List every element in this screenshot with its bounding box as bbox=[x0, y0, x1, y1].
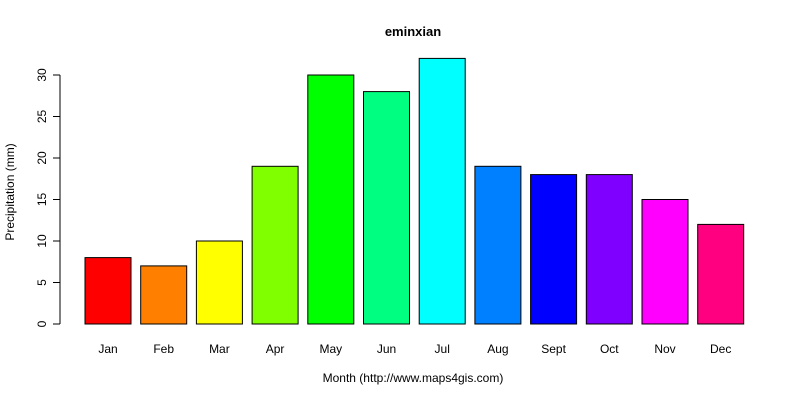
x-tick-label-nov: Nov bbox=[654, 342, 675, 356]
y-tick-label-10: 10 bbox=[35, 234, 49, 248]
y-tick-label-5: 5 bbox=[35, 279, 49, 286]
x-tick-label-jun: Jun bbox=[377, 342, 396, 356]
bar-oct bbox=[585, 174, 633, 325]
bar-apr bbox=[251, 165, 299, 325]
x-tick-label-sept: Sept bbox=[541, 342, 566, 356]
x-tick-label-feb: Feb bbox=[153, 342, 174, 356]
chart-title: eminxian bbox=[385, 24, 441, 39]
bar-mar bbox=[195, 240, 243, 325]
bar-aug bbox=[474, 165, 522, 325]
y-axis-label: Precipitation (mm) bbox=[3, 143, 17, 240]
x-axis-label: Month (http://www.maps4gis.com) bbox=[323, 371, 504, 385]
x-tick-label-mar: Mar bbox=[209, 342, 230, 356]
bar-may bbox=[307, 74, 355, 325]
y-tick-label-30: 30 bbox=[35, 68, 49, 82]
x-tick-label-jul: Jul bbox=[435, 342, 450, 356]
x-tick-label-aug: Aug bbox=[487, 342, 508, 356]
bar-jan bbox=[84, 257, 132, 325]
y-tick-label-15: 15 bbox=[35, 193, 49, 207]
y-tick-label-20: 20 bbox=[35, 151, 49, 165]
bar-sept bbox=[530, 174, 578, 325]
x-tick-label-dec: Dec bbox=[710, 342, 731, 356]
bar-dec bbox=[697, 223, 745, 325]
bar-feb bbox=[140, 265, 188, 325]
x-axis-tick-labels: Jan Feb Mar Apr May Jun Jul Aug Sept Oct Nov Dec bbox=[98, 342, 731, 356]
bar-nov bbox=[641, 199, 689, 325]
x-tick-label-apr: Apr bbox=[266, 342, 285, 356]
x-tick-label-jan: Jan bbox=[98, 342, 117, 356]
y-tick-label-0: 0 bbox=[35, 320, 49, 327]
bar-jul bbox=[418, 57, 466, 325]
bar-jun bbox=[363, 91, 410, 325]
y-axis: 0 5 10 15 20 25 30 bbox=[35, 68, 61, 327]
x-tick-label-may: May bbox=[319, 342, 342, 356]
x-tick-label-oct: Oct bbox=[600, 342, 619, 356]
y-tick-label-25: 25 bbox=[35, 110, 49, 124]
bars-layer bbox=[84, 57, 745, 325]
